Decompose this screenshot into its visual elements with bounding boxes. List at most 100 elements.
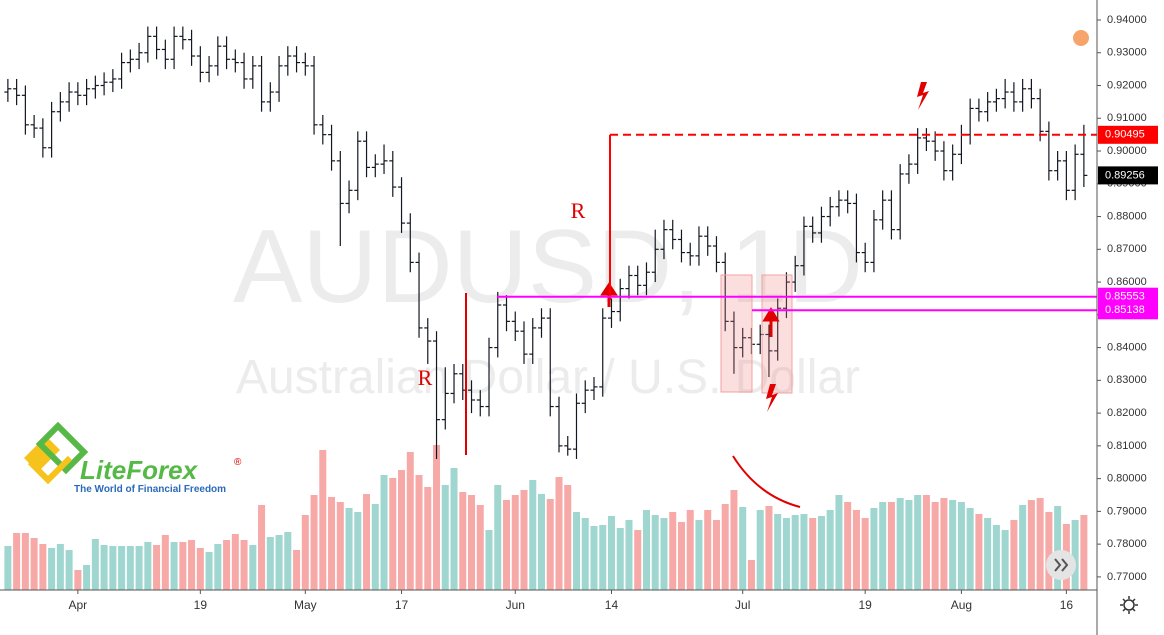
volume-bar <box>616 528 624 590</box>
time-axis-bg <box>0 590 1164 635</box>
volume-bar <box>870 508 878 590</box>
volume-bar <box>459 492 467 590</box>
x-tick-label: Apr <box>69 598 88 612</box>
logo: LiteForex ® The World of Financial Freed… <box>24 421 242 495</box>
volume-bar <box>91 539 99 590</box>
volume-layer <box>4 445 1088 590</box>
volume-bar <box>590 526 598 590</box>
level-label: 0.85138 <box>1105 304 1145 316</box>
x-tick-label: Jul <box>735 598 750 612</box>
volume-bar <box>861 518 869 590</box>
volume-bar <box>599 525 607 590</box>
gear-teeth <box>1120 596 1138 614</box>
volume-bar <box>949 500 957 590</box>
volume-bar <box>852 510 860 590</box>
highlight-box <box>761 274 793 394</box>
volume-bar <box>686 510 694 590</box>
volume-bar <box>844 502 852 590</box>
watermark-symbol: AUDUSD, 1D <box>233 209 863 325</box>
y-tick-label: 0.90000 <box>1107 145 1147 157</box>
volume-bar <box>188 540 196 590</box>
volume-bar <box>887 502 895 590</box>
volume-bar <box>730 490 738 590</box>
volume-bar <box>319 450 327 590</box>
x-tick-label: 14 <box>605 598 619 612</box>
volume-bar <box>231 534 239 590</box>
level-box <box>1098 301 1158 320</box>
y-tick-label: 0.93000 <box>1107 47 1147 59</box>
volume-bar <box>118 546 126 590</box>
x-tick-label: 17 <box>395 598 409 612</box>
volume-bar <box>293 550 301 590</box>
volume-bar <box>109 546 117 590</box>
volume-bar <box>695 520 703 590</box>
settings-button[interactable] <box>1120 596 1138 614</box>
y-tick-label: 0.77000 <box>1107 571 1147 583</box>
volume-bar <box>625 520 633 590</box>
volume-bar <box>275 535 283 590</box>
volume-bar <box>677 522 685 590</box>
volume-bar <box>153 545 161 590</box>
volume-bar <box>450 468 458 590</box>
volume-bar <box>83 565 91 590</box>
logo-tagline: The World of Financial Freedom <box>74 484 226 495</box>
volume-bar <box>1036 498 1044 590</box>
volume-bar <box>835 495 843 590</box>
volume-bar <box>1080 515 1088 590</box>
up-arrow <box>762 307 780 337</box>
volume-bar <box>529 480 537 590</box>
y-tick-label: 0.78000 <box>1107 538 1147 550</box>
volume-bar <box>817 516 825 590</box>
volume-bar <box>56 544 64 590</box>
x-tick-label: May <box>294 598 317 612</box>
volume-bar <box>651 515 659 590</box>
volume-bar <box>144 542 152 590</box>
volume-bar <box>922 495 930 590</box>
lightning <box>917 82 929 110</box>
volume-bar <box>765 506 773 590</box>
volume-bar <box>476 505 484 590</box>
x-tick-label: 19 <box>858 598 872 612</box>
volume-bar <box>433 445 441 590</box>
price-layer <box>4 26 1088 459</box>
volume-bar <box>336 502 344 590</box>
volume-bar <box>126 546 134 590</box>
volume-bar <box>800 514 808 590</box>
volume-bar <box>266 537 274 590</box>
volume-bar <box>258 505 266 590</box>
volume-bar <box>363 494 371 590</box>
volume-bar <box>538 494 546 590</box>
volume-bar <box>284 532 292 590</box>
y-tick-label: 0.91000 <box>1107 112 1147 124</box>
volume-bar <box>4 546 12 590</box>
gear <box>1123 599 1135 611</box>
volume-bar <box>905 500 913 590</box>
watermark-description: Australian Dollar / U.S. Dollar <box>236 351 860 404</box>
volume-bar <box>774 514 782 590</box>
y-tick-label: 0.87000 <box>1107 243 1147 255</box>
volume-bar <box>546 499 554 590</box>
level-box <box>1098 125 1158 144</box>
volume-bar <box>642 510 650 590</box>
volume-bar <box>48 548 56 590</box>
y-tick-label: 0.82000 <box>1107 407 1147 419</box>
y-tick-label: 0.92000 <box>1107 79 1147 91</box>
volume-bar <box>914 495 922 590</box>
y-tick-label: 0.79000 <box>1107 505 1147 517</box>
logo-name: LiteForex <box>80 455 199 485</box>
volume-bar <box>1071 520 1079 590</box>
volume-bar <box>389 478 397 590</box>
volume-bar <box>581 518 589 590</box>
alert-icon[interactable] <box>1073 30 1089 46</box>
volume-bar <box>406 452 414 590</box>
volume-bar <box>957 502 965 590</box>
volume-bar <box>747 560 755 590</box>
volume-bar <box>1054 506 1062 590</box>
volume-bar <box>21 533 29 590</box>
logo-shape <box>35 421 89 475</box>
y-tick-label: 0.88000 <box>1107 210 1147 222</box>
x-tick-label: Aug <box>951 598 972 612</box>
annotation-r: R <box>418 365 433 390</box>
volume-bar <box>398 470 406 590</box>
